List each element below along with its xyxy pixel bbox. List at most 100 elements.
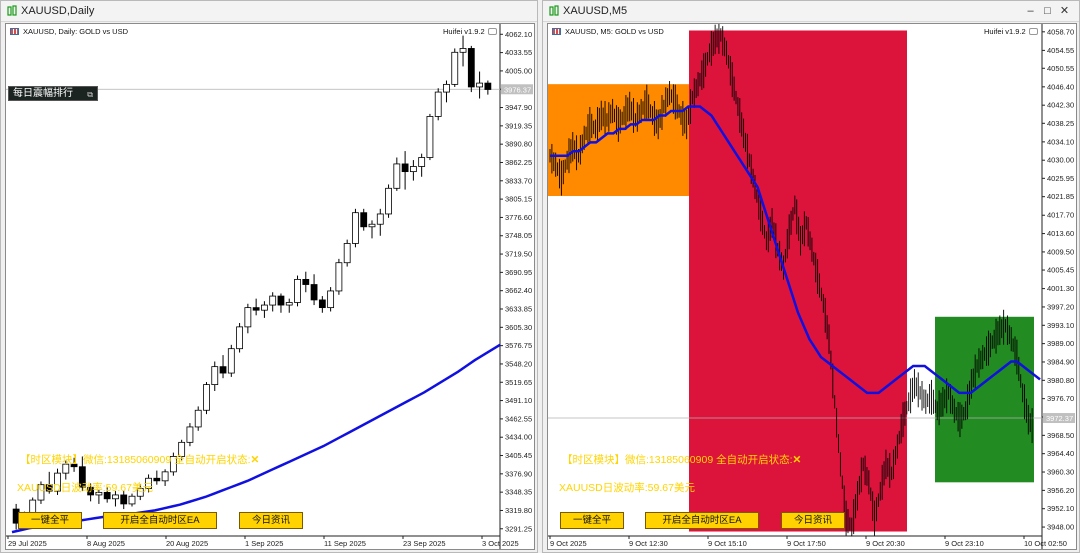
candle-body xyxy=(145,477,152,489)
x-tick-label: 11 Sep 2025 xyxy=(324,539,366,548)
y-tick-label: 4062.10 xyxy=(505,30,532,39)
candle-body xyxy=(161,471,169,482)
chart-window-icon xyxy=(7,5,17,16)
close-all-button[interactable]: 一键全平 xyxy=(560,512,624,529)
candle-body xyxy=(252,307,260,311)
daily-chart-svg[interactable]: 4062.104033.554005.003976.453947.903919.… xyxy=(6,24,534,549)
volatility-line: XAUUSD日波动率:59.67美元 xyxy=(17,482,153,494)
candle-body xyxy=(285,302,293,306)
y-tick-label: 3968.50 xyxy=(1047,431,1074,440)
news-button[interactable]: 今日资讯 xyxy=(239,512,303,529)
candle-body xyxy=(385,187,392,215)
y-tick-label: 3956.20 xyxy=(1047,486,1074,495)
candle-body xyxy=(277,295,285,306)
m5-chart-area[interactable]: 4058.70 4054.55 4050.55 4046.40 4042.30 4038.… xyxy=(547,23,1077,550)
status-x-icon: ✕ xyxy=(250,454,260,466)
candle-body xyxy=(244,307,252,328)
candle-body xyxy=(352,212,359,244)
y-tick-label: 4038.25 xyxy=(1047,119,1074,128)
y-tick-label: 3890.80 xyxy=(505,140,532,149)
candle-body xyxy=(451,51,459,85)
status-text: 【时区模块】微信:13185060909 全自动开启状态: xyxy=(20,454,251,466)
minimize-button[interactable]: – xyxy=(1027,5,1034,17)
panel-label: 每日震幅排行 xyxy=(13,88,73,99)
volatility-line: XAUUSD日波动率:59.67美元 xyxy=(559,482,695,494)
candle-body xyxy=(153,477,161,482)
status-line: 【时区模块】微信:13185060909 全自动开启状态:✕ xyxy=(562,452,801,467)
status-text: 【时区模块】微信:13185060909 全自动开启状态: xyxy=(562,454,793,466)
close-all-button[interactable]: 一键全平 xyxy=(18,512,82,529)
candle-body xyxy=(103,491,111,500)
candle-body xyxy=(70,463,78,468)
y-tick-label: 3291.25 xyxy=(505,524,532,533)
chart-window-daily[interactable]: XAUUSD,Daily 4062.104033.554005.003976.4… xyxy=(0,0,538,553)
x-tick-label: 1 Sep 2025 xyxy=(245,539,283,548)
candle-body xyxy=(120,494,128,505)
close-button[interactable]: ✕ xyxy=(1059,5,1070,17)
candle-body xyxy=(169,456,177,473)
y-tick-label: 3605.30 xyxy=(505,323,532,332)
window-titlebar[interactable]: XAUUSD,M5 – □ ✕ xyxy=(543,1,1079,22)
candle-body xyxy=(227,348,235,374)
restore-button[interactable]: □ xyxy=(1044,5,1051,17)
daily-range-panel[interactable]: 每日震幅排行 ⧉ xyxy=(8,86,98,101)
news-button[interactable]: 今日资讯 xyxy=(781,512,845,529)
current-price-tag xyxy=(501,84,533,95)
y-tick-label: 3980.80 xyxy=(1047,376,1074,385)
y-tick-label: 3805.15 xyxy=(505,195,532,204)
status-x-icon: ✕ xyxy=(792,454,802,466)
window-title: XAUUSD,M5 xyxy=(563,5,628,17)
window-titlebar[interactable]: XAUUSD,Daily xyxy=(1,1,537,22)
y-tick-label: 4050.55 xyxy=(1047,64,1074,73)
europe-session-zone xyxy=(689,30,907,532)
candle-body xyxy=(467,48,475,88)
candle-body xyxy=(426,116,434,158)
y-tick-label: 3984.90 xyxy=(1047,357,1074,366)
candle-body xyxy=(62,463,70,474)
candle-body xyxy=(327,290,335,309)
status-line: 【时区模块】微信:13185060909 全自动开启状态:✕ xyxy=(20,452,259,467)
candle-body xyxy=(236,326,243,350)
candle-body xyxy=(136,488,144,497)
auto-ea-button[interactable]: 开启全自动时区EA xyxy=(645,512,759,529)
y-tick-label: 3662.40 xyxy=(505,286,532,295)
indicator-icon xyxy=(487,28,497,35)
candle-body xyxy=(418,157,426,167)
x-tick-label: 9 Oct 2025 xyxy=(550,539,587,548)
moving-average-line xyxy=(11,343,501,534)
candle-body xyxy=(194,409,202,428)
window-title: XAUUSD,Daily xyxy=(21,5,95,17)
auto-ea-button[interactable]: 开启全自动时区EA xyxy=(103,512,217,529)
candle-body xyxy=(360,212,368,228)
candle-body xyxy=(95,491,103,496)
candle-body xyxy=(476,82,483,88)
y-tick-label: 4005.00 xyxy=(505,66,532,75)
chart-window-m5[interactable]: XAUUSD,M5 – □ ✕ 4058.70 4054.55 4050.55 404… xyxy=(542,0,1080,553)
symbol-text: XAUUSD, Daily: GOLD vs USD xyxy=(23,27,129,36)
daily-chart-area[interactable]: 4062.104033.554005.003976.453947.903919.… xyxy=(5,23,535,550)
indicator-text: Huifei v1.9.2 xyxy=(984,27,1026,36)
candle-body xyxy=(186,426,194,443)
y-tick-label: 4005.45 xyxy=(1047,266,1074,275)
y-tick-label: 3633.85 xyxy=(505,305,532,314)
candle-body xyxy=(318,299,326,309)
y-tick-label: 3964.40 xyxy=(1047,449,1074,458)
y-tick-label: 4046.40 xyxy=(1047,82,1074,91)
candle-body xyxy=(343,243,351,264)
symbol-label: XAUUSD, M5: GOLD vs USD xyxy=(552,27,664,36)
candle-body xyxy=(376,213,384,225)
candle-body xyxy=(78,466,86,488)
y-tick-label: 3690.95 xyxy=(505,268,532,277)
m5-chart-svg[interactable]: 4058.70 4054.55 4050.55 4046.40 4042.30 4038.… xyxy=(548,24,1076,549)
candle-body xyxy=(54,472,61,492)
indicator-icon xyxy=(1028,28,1038,35)
y-tick-label: 4034.10 xyxy=(1047,137,1074,146)
candle-body xyxy=(368,223,376,228)
indicator-label: Huifei v1.9.2 xyxy=(443,27,497,36)
candle-body xyxy=(335,262,343,292)
y-tick-label: 4021.85 xyxy=(1047,192,1074,201)
y-tick-label: 3919.35 xyxy=(505,121,532,130)
panel-link-icon[interactable]: ⧉ xyxy=(87,90,93,99)
candle-body xyxy=(45,484,53,492)
y-tick-label: 3462.55 xyxy=(505,414,532,423)
